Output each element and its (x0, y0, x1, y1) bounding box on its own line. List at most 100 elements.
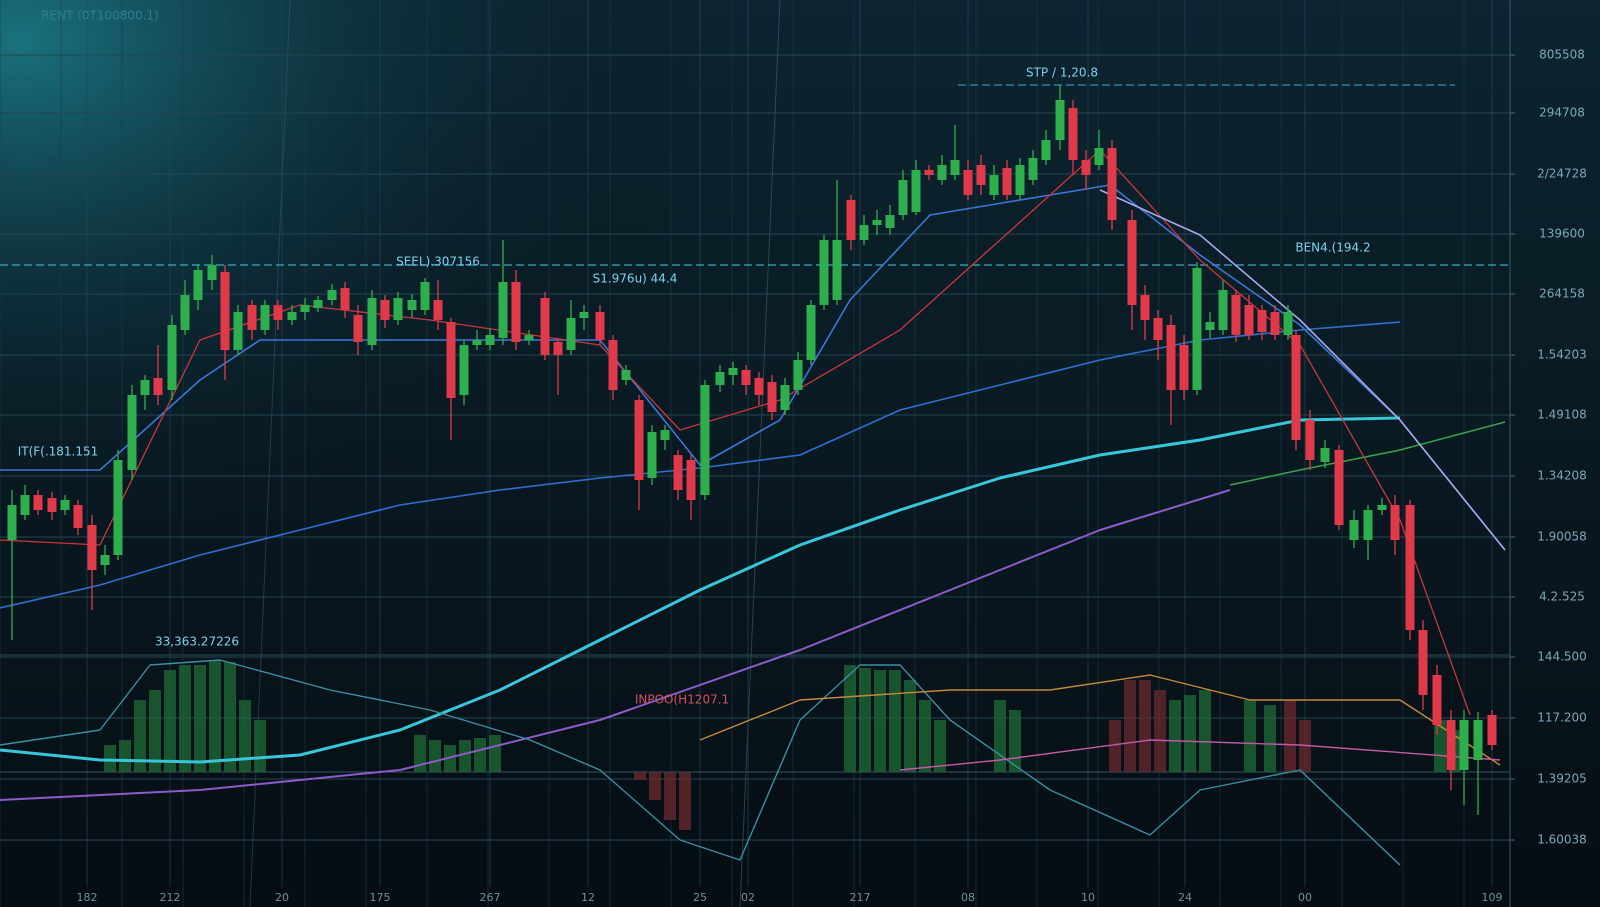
candle-body (700, 385, 710, 495)
candle-body (459, 345, 469, 395)
volume-bar (1199, 690, 1211, 772)
candle-body (1390, 505, 1400, 540)
x-tick-label: 175 (370, 891, 391, 904)
volume-bar (224, 662, 236, 772)
candle-body (1432, 675, 1442, 725)
candle-body (446, 322, 456, 398)
x-tick-label: 00 (1298, 891, 1312, 904)
candle-body (220, 272, 230, 350)
volume-bar (164, 670, 176, 772)
volume-bar (634, 772, 646, 780)
volume-bar (1264, 705, 1276, 772)
volume-bar (934, 720, 946, 772)
candle-body (715, 372, 725, 385)
x-tick-label: 02 (741, 891, 755, 904)
candle-body (193, 270, 203, 300)
volume-bar (859, 668, 871, 772)
indicator-line (0, 489, 1231, 801)
candle-body (1418, 630, 1428, 695)
candle-body (180, 295, 190, 330)
candle-body (127, 395, 137, 470)
annotation: IT(F(.181.151 (18, 445, 99, 459)
volume-bar (489, 735, 501, 772)
candle-body (60, 500, 70, 510)
volume-bar (1124, 680, 1136, 772)
volume-bar (209, 660, 221, 772)
candle-body (300, 305, 310, 312)
candle-body (793, 360, 803, 390)
labels: 805508 294708 2/24728 139600 264158 1.54203 1.… (18, 9, 1587, 905)
candle-body (1002, 168, 1012, 195)
candle-body (524, 335, 534, 340)
candle-body (1487, 715, 1497, 745)
candle-body (950, 160, 960, 175)
y-tick-label: 1.49108 (1537, 408, 1587, 422)
y-tick-label: 805508 (1539, 48, 1585, 62)
candle-body (433, 300, 443, 320)
x-tick-label: 12 (581, 891, 595, 904)
candle-body (767, 382, 777, 412)
annotation: BEN4.(194.2 (1295, 241, 1370, 255)
candle-body (963, 170, 973, 195)
candle-body (1405, 505, 1415, 630)
y-tick-label: 1.60038 (1537, 833, 1587, 847)
candle-body (1257, 310, 1267, 332)
candle-body (1446, 720, 1456, 770)
candle-body (872, 220, 882, 225)
candle-body (207, 265, 217, 280)
candle-body (153, 378, 163, 395)
candle-body (340, 288, 350, 310)
y-tick-label: 1.39205 (1537, 772, 1587, 786)
volume-bar (254, 720, 266, 772)
candle-body (621, 370, 631, 380)
volume-bar (919, 700, 931, 772)
volume-bar (104, 745, 116, 772)
candle-body (1231, 295, 1241, 335)
candle-body (33, 495, 43, 510)
candle-body (313, 300, 323, 308)
candle-body (553, 342, 563, 355)
candle-body (832, 240, 842, 300)
candle-body (1179, 345, 1189, 390)
annotation: RENT (0T100800.1) (41, 9, 159, 23)
x-tick-label: 212 (160, 891, 181, 904)
annotation: SEEL).307156 (396, 255, 480, 269)
candle-body (686, 460, 696, 500)
candle-body (1305, 420, 1315, 460)
candle-body (260, 305, 270, 330)
candle-body (100, 555, 110, 565)
candle-body (608, 340, 618, 390)
decor-line (739, 0, 781, 907)
candle-body (380, 300, 390, 320)
candle-body (1015, 165, 1025, 195)
candle-body (1055, 100, 1065, 140)
volume-bar (474, 738, 486, 772)
volume-bar (414, 735, 426, 772)
candle-body (1153, 318, 1163, 340)
candle-body (113, 460, 123, 555)
candle-body (407, 300, 417, 310)
candle-body (819, 240, 829, 305)
volume-bar (149, 690, 161, 772)
candle-body (1270, 312, 1280, 335)
volume-bar (194, 665, 206, 772)
y-tick-label: 1.34208 (1537, 469, 1587, 483)
candle-body (1068, 108, 1078, 160)
volume-bar (1154, 690, 1166, 772)
volume-bar (679, 772, 691, 830)
y-tick-label: 264158 (1539, 287, 1585, 301)
candle-body (1205, 322, 1215, 330)
volume-bar (1009, 710, 1021, 772)
candle-body (1320, 448, 1330, 462)
candle-body (937, 165, 947, 180)
indicator-line (1229, 421, 1506, 486)
volume-bar (119, 740, 131, 772)
candle-body (741, 370, 751, 385)
x-tick-label: 109 (1482, 891, 1503, 904)
candle-body (367, 298, 377, 345)
candle-body (634, 400, 644, 480)
y-tick-label: 1.54203 (1537, 348, 1587, 362)
candle-body (780, 385, 790, 410)
candle-body (647, 432, 657, 478)
